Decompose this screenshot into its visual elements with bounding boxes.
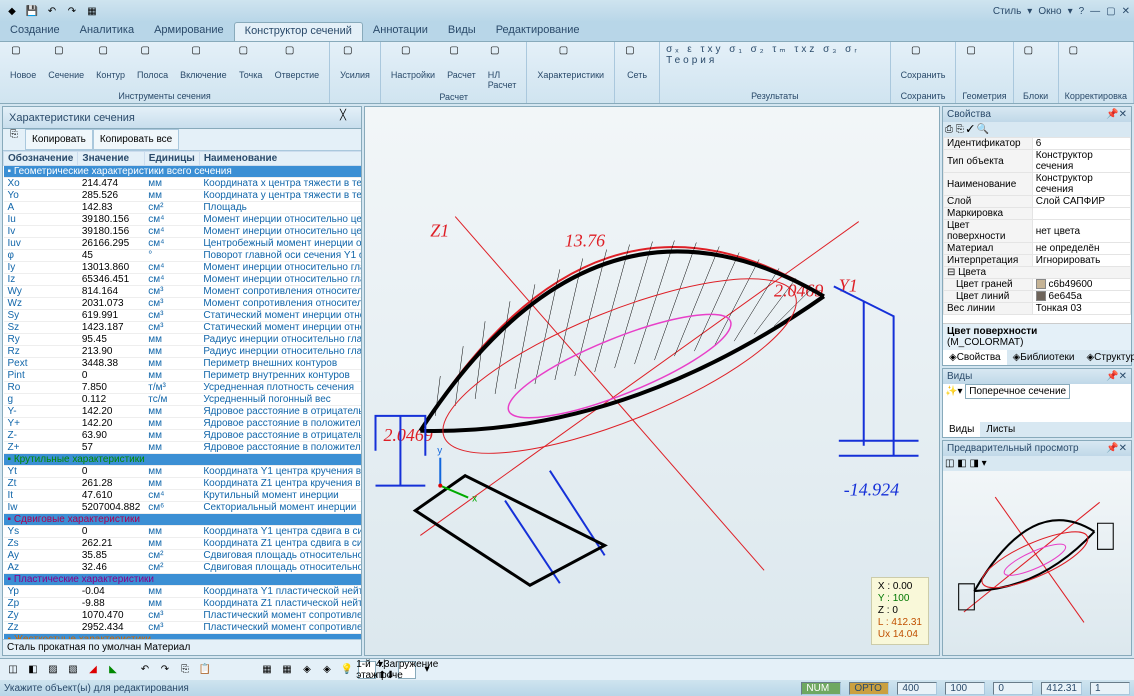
close-icon[interactable]: ✕	[1122, 6, 1130, 17]
pin-icon[interactable]: 📌	[1106, 443, 1118, 454]
floor-combo[interactable]: 1-й этаж	[358, 661, 376, 679]
ribbon-btn[interactable]: ▢Сечение	[44, 44, 88, 81]
prop-tab[interactable]: ◈Структура	[1080, 350, 1134, 365]
tb-icon[interactable]: ◈	[298, 661, 316, 679]
ribbon: ▢Новое▢Сечение▢Контур▢Полоса▢Включение▢Т…	[0, 42, 1134, 104]
tb-icon[interactable]: ▨	[44, 661, 62, 679]
tb-icon[interactable]: 💡	[338, 661, 356, 679]
ribbon-btn[interactable]: ▢Включение	[176, 44, 231, 81]
coord-readout: X : 0.00 Y : 100 Z : 0 L : 412.31 Ux 14.…	[871, 577, 929, 645]
ribbon-btn[interactable]: ▢Сеть	[621, 44, 653, 81]
undo-icon[interactable]: ↶	[44, 3, 60, 19]
ribbon-btn[interactable]: ▢Характеристики	[533, 44, 608, 81]
tb-icon[interactable]: ◈	[318, 661, 336, 679]
tab-5[interactable]: Виды	[438, 22, 486, 41]
tb-icon[interactable]: ◢	[84, 661, 102, 679]
status-hint: Укажите объект(ы) для редактирования	[4, 683, 793, 694]
prop-detail-title: Цвет поверхности	[947, 326, 1127, 337]
tab-2[interactable]: Армирование	[144, 22, 234, 41]
tb-icon[interactable]: ▦	[278, 661, 296, 679]
panel-title: Характеристики сечения	[9, 112, 331, 124]
max-icon[interactable]: ▢	[1106, 6, 1115, 17]
tb-icon[interactable]: 📋	[196, 661, 214, 679]
ribbon-btn[interactable]: ▢	[962, 44, 994, 71]
prop-tab[interactable]: ◈Свойства	[943, 350, 1007, 365]
close-icon[interactable]: ✕	[1119, 443, 1127, 454]
num-indicator: NUM	[801, 682, 841, 695]
copy-all-button[interactable]: Копировать все	[93, 129, 179, 150]
bottom-toolbar: ◫◧ ▨▧ ◢ ◣ ↶↷ ⎘📋 ▦▦ ◈◈ 💡 1-й этаж ▾|⬆⬇ 4.…	[0, 658, 1134, 680]
qat-icon[interactable]: ▦	[84, 3, 100, 19]
app-icon: ◆	[4, 3, 20, 19]
load-combo[interactable]: 4.3агружение проче	[398, 661, 416, 679]
close-icon[interactable]: ✕	[1119, 371, 1127, 382]
dim-blue: -14.924	[844, 480, 899, 500]
copy-button[interactable]: Копировать	[25, 129, 93, 150]
tb-icon[interactable]: ↷	[156, 661, 174, 679]
svg-text:x: x	[472, 494, 477, 505]
ribbon-btn[interactable]: ▢Усилия	[336, 44, 374, 81]
ribbon-btn[interactable]: ▢НЛ Расчет	[484, 44, 521, 91]
axis-z1-label: Z1	[430, 221, 449, 241]
title-bar: ◆ 💾 ↶ ↷ ▦ Стиль▾ Окно▾ ? — ▢ ✕	[0, 0, 1134, 22]
window-menu[interactable]: Окно	[1038, 6, 1061, 17]
ribbon-btn[interactable]: ▢	[1065, 44, 1097, 71]
tab-6[interactable]: Редактирование	[486, 22, 590, 41]
close-icon[interactable]: ╳	[331, 110, 355, 126]
ribbon-btn[interactable]: ▢	[1020, 44, 1052, 71]
ribbon-btn[interactable]: ▢Настройки	[387, 44, 439, 81]
tab-1[interactable]: Аналитика	[70, 22, 144, 41]
pin-icon[interactable]: 📌	[1106, 371, 1118, 382]
views-panel: Виды📌✕ ✨▾ Поперечное сечение ВидыЛисты	[942, 368, 1132, 438]
prop-detail-sub: (M_COLORMAT)	[947, 337, 1127, 348]
tool-icon[interactable]: ⎘	[3, 129, 25, 150]
ribbon-btn[interactable]: ▢Отверстие	[271, 44, 323, 81]
ribbon-btn[interactable]: ▢Контур	[92, 44, 129, 81]
properties-panel: Свойства📌✕ ⎙ ⎘ ✓ 🔍 Идентификатор6Тип объ…	[942, 106, 1132, 366]
min-icon[interactable]: —	[1090, 6, 1100, 17]
view-tab[interactable]: Виды	[943, 422, 980, 437]
redo-icon[interactable]: ↷	[64, 3, 80, 19]
panel-title: Предварительный просмотр	[947, 443, 1106, 454]
ribbon-btn[interactable]: ▢Полоса	[133, 44, 172, 81]
preview-panel: Предварительный просмотр📌✕ ◫ ◧ ◨ ▾	[942, 440, 1132, 656]
tb-icon[interactable]: ◣	[104, 661, 122, 679]
characteristics-panel: Характеристики сечения ╳ ⎘ Копировать Ко…	[2, 106, 362, 656]
ribbon-btn[interactable]: ▢Новое	[6, 44, 40, 81]
ribbon-btn[interactable]: ▢Расчет	[443, 44, 480, 81]
tb-icon[interactable]: ◧	[24, 661, 42, 679]
save-icon[interactable]: 💾	[24, 3, 40, 19]
tab-0[interactable]: Создание	[0, 22, 70, 41]
status-bar: Укажите объект(ы) для редактирования NUM…	[0, 680, 1134, 696]
quick-access-toolbar: ◆ 💾 ↶ ↷ ▦	[4, 3, 100, 19]
axis-y1-label: Y1	[839, 275, 858, 295]
svg-text:y: y	[437, 446, 442, 457]
panel-title: Свойства	[947, 109, 1106, 120]
viewport[interactable]: Z1 Y1 13.76 2.0469 2.0469 -14.924	[364, 106, 940, 656]
tab-4[interactable]: Аннотации	[363, 22, 438, 41]
orto-indicator[interactable]: ОРТО	[849, 682, 889, 695]
tb-icon[interactable]: ◫	[4, 661, 22, 679]
tb-icon[interactable]: ▧	[64, 661, 82, 679]
panel-title: Виды	[947, 371, 1106, 382]
view-tab[interactable]: Листы	[980, 422, 1021, 437]
characteristics-table: ОбозначениеЗначениеЕдиницыНаименование▪ …	[3, 151, 361, 639]
ribbon-tabs: СозданиеАналитикаАрмированиеКонструктор …	[0, 22, 1134, 42]
tb-icon[interactable]: ⎘	[176, 661, 194, 679]
tab-3[interactable]: Конструктор сечений	[234, 22, 363, 41]
tb-icon[interactable]: ↶	[136, 661, 154, 679]
tb-icon[interactable]: ▦	[258, 661, 276, 679]
pin-icon[interactable]: 📌	[1106, 109, 1118, 120]
style-menu[interactable]: Стиль	[993, 6, 1021, 17]
ribbon-btn[interactable]: ▢Точка	[235, 44, 267, 81]
help-icon[interactable]: ?	[1079, 6, 1085, 17]
close-icon[interactable]: ✕	[1119, 109, 1127, 120]
prop-tab[interactable]: ◈Библиотеки	[1007, 350, 1081, 365]
dim-top: 13.76	[565, 230, 605, 250]
ribbon-btn[interactable]: ▢Сохранить	[897, 44, 950, 81]
panel-footer: Сталь прокатная по умолчан Материал	[3, 639, 361, 655]
view-combo[interactable]: Поперечное сечение	[965, 384, 1070, 399]
